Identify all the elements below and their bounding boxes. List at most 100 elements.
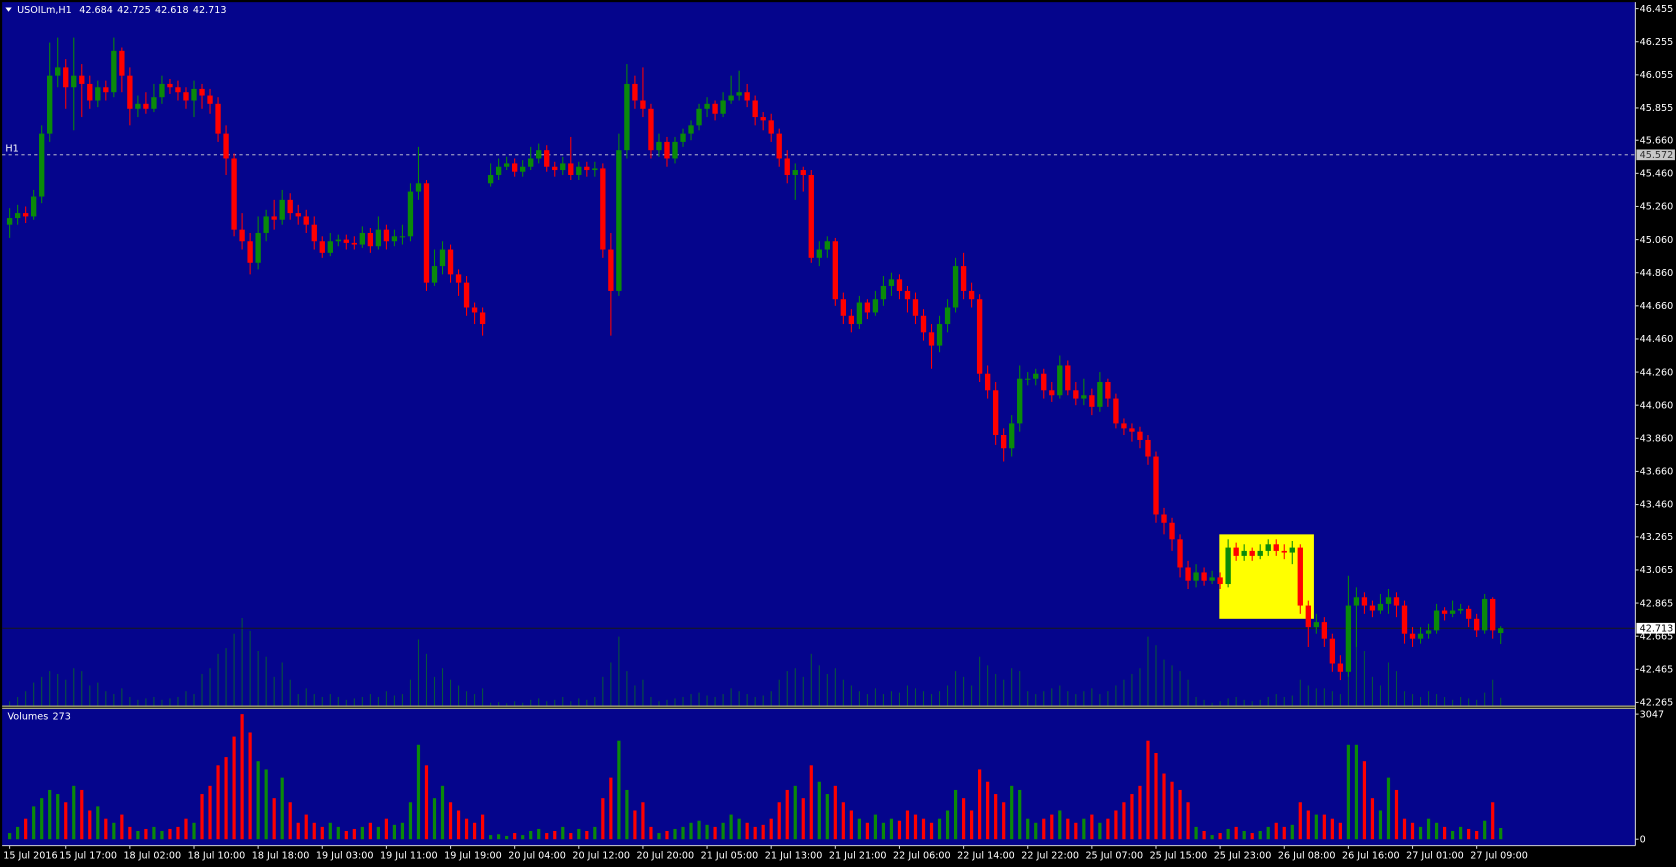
candle-body [335,239,341,242]
candle-body [415,183,422,192]
x-tick-label: 18 Jul 10:00 [188,850,246,861]
volume-bar [721,822,725,840]
candle-body [752,100,758,118]
volume-bar [665,831,669,840]
volume-bar [208,785,212,840]
candle-body [511,163,518,172]
candle-body [608,249,614,291]
candle-body [1321,622,1328,639]
candle-body [728,95,734,101]
candle-body [1265,544,1271,551]
candle-body [864,302,871,313]
menu-arrow[interactable] [5,7,12,12]
candle-body [127,75,133,109]
volume-bar [1090,814,1094,840]
volume-bar [817,781,821,840]
volume-bar [1322,814,1326,840]
price-box-label: 42.713 [1640,623,1674,634]
volume-bar [216,765,220,840]
volume-bar [1122,802,1126,840]
candle-body [319,241,325,253]
volume-bar [1362,761,1367,840]
volume-bar [1451,831,1455,840]
candle-body [1225,547,1231,585]
volume-bar [256,761,260,840]
volume-bar [1394,789,1399,840]
candle-body [536,150,542,159]
volume-bar [801,798,805,840]
volume-bar [368,822,372,840]
volume-bar [88,810,92,840]
candle-body [1305,605,1311,628]
candle-body [528,158,534,167]
volume-bar [1426,818,1431,840]
volume-bar [32,806,36,840]
x-tick-label: 21 Jul 21:00 [829,850,887,861]
y-tick-label: 42.865 [1640,598,1674,609]
volume-bar [360,826,364,840]
volume-bar [152,826,156,840]
y-tick-label: 45.260 [1640,202,1674,213]
y-tick-label: 42.465 [1640,665,1674,676]
x-tick-label: 19 Jul 19:00 [444,850,502,861]
volume-bar [833,785,837,840]
candle-body [471,307,478,313]
candle-body [624,83,630,151]
volume-bar [1282,826,1286,840]
volume-bar [472,822,477,840]
volume-bar [577,828,581,840]
x-tick-label: 20 Jul 04:00 [508,850,566,861]
candle-body [399,236,406,238]
x-tick-label: 25 Jul 15:00 [1150,850,1208,861]
candle-body [880,285,887,300]
candle-body [1113,398,1119,424]
volume-bar [745,822,749,840]
volume-bar [1475,831,1479,840]
volume-bar [296,822,300,840]
volume-bar [440,785,445,840]
volume-bar [248,732,252,840]
candle-body [159,83,165,98]
candle-body [1185,567,1191,581]
volume-bar [873,814,878,840]
candle-body [928,332,935,346]
candle-body [447,249,454,275]
volume-bar [176,826,180,840]
candle-body [832,241,838,300]
candle-body [1145,439,1151,457]
candle-body [616,150,622,291]
y-tick-label: 42.665 [1640,631,1674,642]
h-line-price-box [1636,149,1675,161]
candle-body [1153,456,1159,515]
candle-body [1473,618,1480,631]
volume-bar [144,828,148,840]
candle-body [552,166,558,171]
x-tick-label: 22 Jul 22:00 [1021,850,1079,861]
candle-body [1273,544,1279,551]
candle-body [720,100,726,114]
volume-bar [264,769,268,840]
volume-bar [585,831,589,840]
candle-body [1457,608,1464,611]
x-tick-label: 22 Jul 14:00 [957,850,1015,861]
volume-bar [1082,818,1086,840]
volume-bar [1242,831,1246,840]
volume-bar [1442,826,1447,840]
volume-bar [168,828,172,840]
volume-bar [1491,802,1495,840]
candle-body [568,163,574,176]
volume-bar [1138,785,1142,840]
volume-bar [48,789,52,840]
volume-bar [1338,822,1342,840]
x-tick-label: 27 Jul 01:00 [1406,850,1464,861]
candle-body [119,50,125,76]
candle-body [1073,390,1079,399]
volume-bar [649,826,653,840]
candle-body [712,103,718,114]
volume-bar [1002,802,1006,840]
volume-bar [537,828,541,840]
volume-bar [849,810,853,840]
candle-body [391,236,398,242]
volume-bar [809,765,813,840]
